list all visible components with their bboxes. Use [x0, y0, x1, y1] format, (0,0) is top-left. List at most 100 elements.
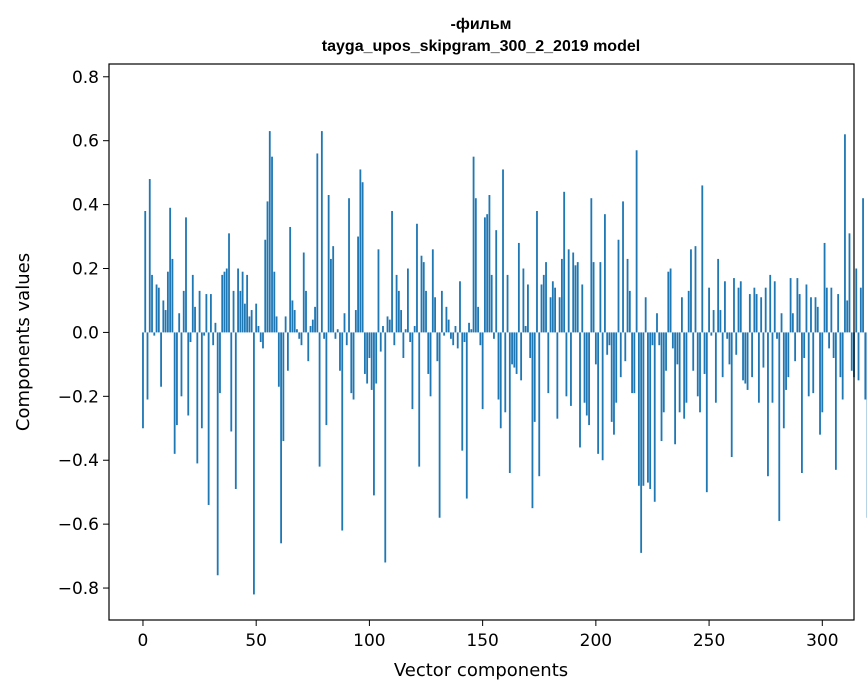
y-tick-label: 0.8 [72, 68, 99, 88]
bar-144 [468, 322, 470, 333]
bar-13 [171, 258, 174, 333]
bar-215 [628, 290, 631, 333]
bar-262 [735, 332, 738, 355]
bar-38 [228, 233, 230, 333]
bar-148 [477, 306, 480, 333]
bar-206 [608, 332, 611, 346]
bar-70 [300, 332, 303, 346]
bar-0 [142, 332, 144, 429]
bar-304 [830, 287, 833, 333]
bar-306 [834, 332, 837, 470]
bar-224 [649, 332, 652, 489]
bar-147 [474, 198, 477, 333]
bar-309 [841, 332, 844, 400]
bar-182 [554, 287, 556, 333]
bar-120 [413, 326, 416, 333]
bar-90 [345, 332, 348, 346]
bar-21 [189, 332, 192, 342]
bar-5 [153, 332, 156, 336]
bar-189 [570, 332, 572, 406]
bar-106 [382, 326, 384, 333]
bar-202 [599, 262, 602, 333]
bar-58 [273, 271, 276, 333]
bar-227 [656, 313, 658, 333]
bar-50 [255, 303, 258, 333]
bar-44 [241, 271, 244, 333]
bar-8 [160, 332, 162, 387]
bar-250 [708, 287, 710, 333]
bar-124 [422, 262, 425, 333]
bar-81 [325, 332, 328, 426]
bar-311 [846, 300, 849, 333]
bar-280 [776, 332, 778, 339]
x-tick-label: 250 [693, 631, 725, 651]
bar-30 [209, 294, 212, 333]
bar-269 [751, 332, 753, 378]
y-axis-label: Components values [13, 253, 34, 431]
bar-64 [286, 332, 289, 371]
bar-53 [262, 332, 264, 349]
bar-51 [257, 326, 260, 333]
bar-187 [565, 332, 568, 397]
bar-282 [780, 313, 783, 333]
bar-96 [359, 169, 362, 333]
bar-295 [810, 297, 812, 333]
bar-258 [726, 332, 729, 339]
bar-3 [148, 179, 151, 333]
bar-233 [669, 268, 672, 333]
bar-101 [370, 332, 373, 390]
bar-136 [450, 332, 452, 339]
bar-216 [631, 332, 633, 394]
bar-25 [198, 290, 201, 333]
bar-305 [832, 332, 835, 358]
bar-29 [207, 332, 210, 505]
bar-275 [764, 287, 767, 333]
bar-175 [538, 332, 541, 477]
bar-110 [391, 210, 393, 333]
y-tick-label: 0.0 [72, 323, 99, 343]
y-tick-label: 0.2 [72, 260, 99, 280]
bar-85 [334, 332, 337, 339]
bar-11 [166, 271, 169, 333]
bar-249 [705, 332, 708, 493]
bar-208 [613, 332, 615, 435]
bar-125 [425, 290, 427, 333]
bar-52 [259, 332, 262, 342]
bar-154 [490, 274, 493, 333]
bar-83 [330, 258, 332, 333]
bar-195 [583, 332, 586, 403]
bar-100 [368, 332, 371, 358]
bar-270 [753, 287, 756, 333]
bar-163 [511, 332, 513, 365]
bar-77 [316, 153, 319, 333]
bar-42 [237, 268, 239, 333]
bar-28 [205, 294, 208, 333]
bar-55 [266, 201, 269, 333]
bar-273 [760, 297, 763, 333]
y-tick-label: −0.4 [58, 451, 99, 471]
bar-293 [805, 284, 808, 333]
bar-37 [225, 268, 228, 333]
bar-102 [373, 332, 375, 496]
bar-134 [445, 306, 448, 333]
bar-213 [624, 332, 627, 362]
bar-109 [388, 319, 391, 333]
bar-71 [302, 252, 305, 333]
bar-294 [807, 332, 810, 397]
bar-123 [420, 255, 423, 333]
bar-72 [305, 290, 307, 333]
bar-115 [402, 332, 405, 358]
bar-291 [801, 332, 803, 474]
bar-300 [821, 332, 824, 413]
x-tick-label: 200 [580, 631, 612, 651]
bar-277 [769, 274, 772, 333]
bar-238 [681, 297, 683, 333]
bar-181 [551, 281, 554, 333]
bar-105 [379, 332, 382, 352]
bar-166 [517, 242, 520, 333]
bar-158 [499, 332, 502, 429]
bar-264 [739, 281, 742, 333]
bar-185 [560, 258, 563, 333]
bar-40 [232, 290, 235, 333]
